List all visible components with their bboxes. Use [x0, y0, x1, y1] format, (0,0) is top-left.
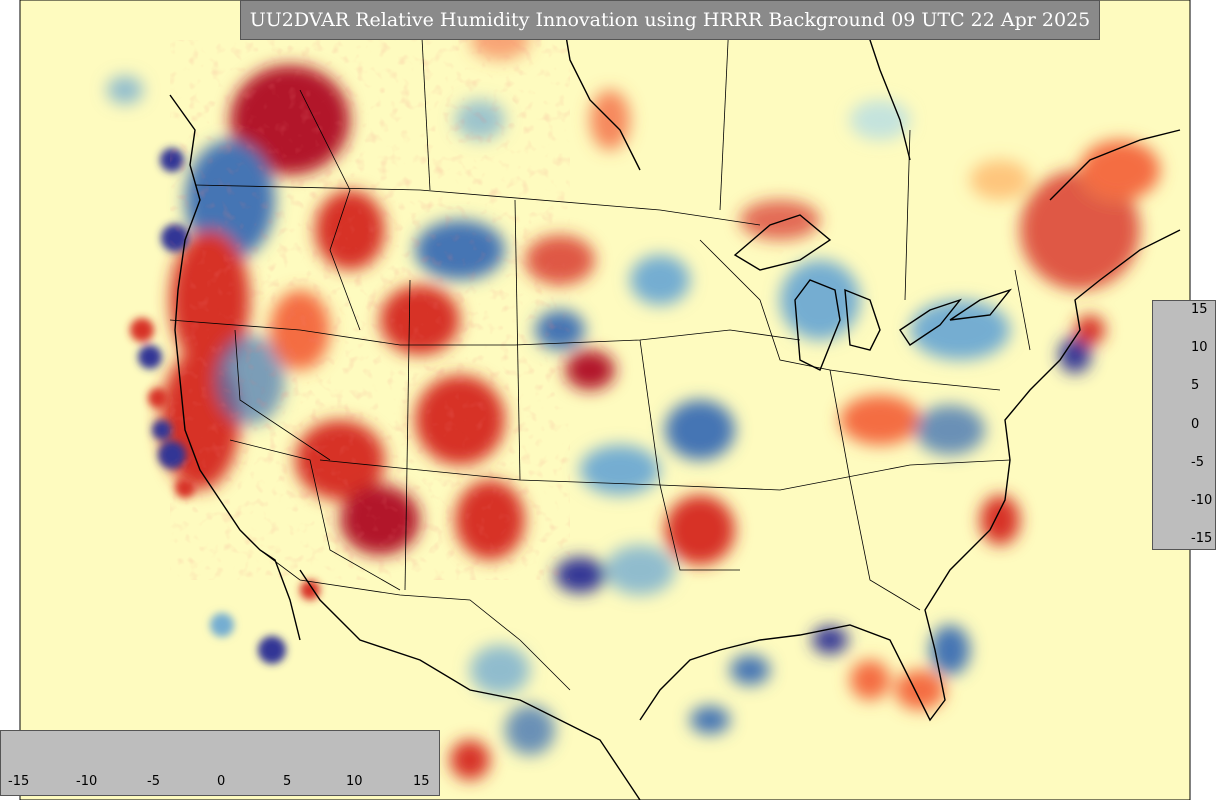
coastlines [169, 0, 1181, 800]
horizontal-colorbar: -15 -10 -5 0 5 10 15 [0, 730, 440, 796]
horizontal-tick-label: 5 [283, 774, 292, 789]
horizontal-tick-label: -5 [147, 774, 160, 789]
horizontal-tick-label: 10 [346, 774, 363, 789]
vertical-tick-label: 0 [1191, 417, 1200, 432]
map-title: UU2DVAR Relative Humidity Innovation usi… [240, 0, 1100, 40]
vertical-tick-label: -5 [1191, 455, 1204, 470]
vertical-tick-label: -15 [1191, 531, 1213, 546]
vertical-tick-label: -10 [1191, 493, 1213, 508]
horizontal-tick-label: 15 [413, 774, 430, 789]
horizontal-tick-label: -15 [8, 774, 30, 789]
horizontal-tick-label: -10 [76, 774, 98, 789]
vertical-colorbar: 15 10 5 0 -5 -10 -15 [1152, 300, 1216, 550]
political-boundaries [169, 0, 1031, 691]
horizontal-tick-label: 0 [217, 774, 226, 789]
vertical-tick-label: 15 [1191, 302, 1208, 317]
vertical-tick-label: 10 [1191, 340, 1208, 355]
vertical-tick-label: 5 [1191, 378, 1200, 393]
